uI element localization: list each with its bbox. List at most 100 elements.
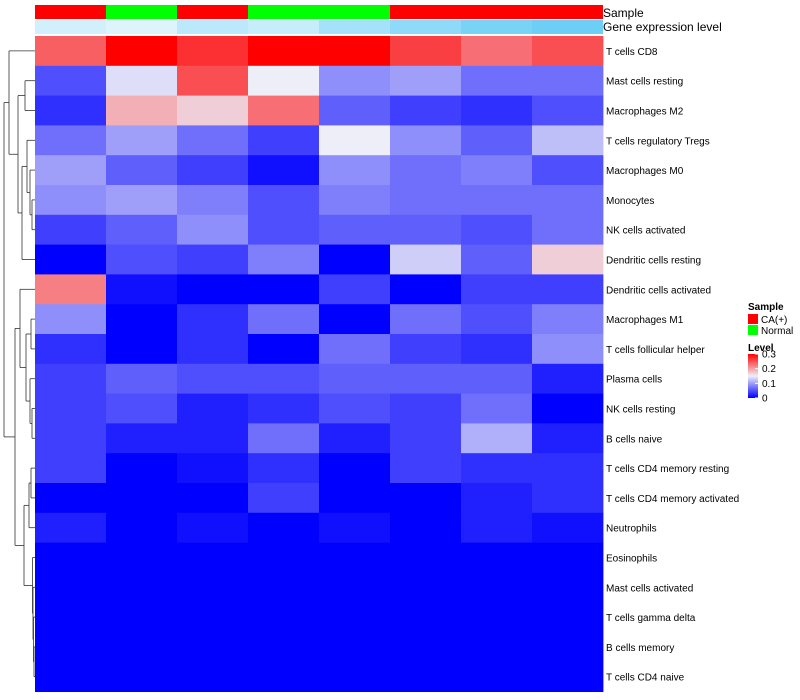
- heatmap-cell: [35, 483, 107, 514]
- heatmap-cell: [35, 185, 107, 216]
- heatmap-cell: [177, 65, 249, 96]
- heatmap-cell: [390, 602, 462, 633]
- legend-swatch: [748, 325, 758, 335]
- heatmap-cell: [35, 661, 107, 692]
- heatmap-cell: [390, 423, 462, 454]
- row-label: T cells CD4 naive: [606, 673, 685, 684]
- heatmap-cell: [319, 214, 391, 245]
- heatmap-cell: [248, 512, 320, 543]
- heatmap-cell: [177, 483, 249, 514]
- row-labels: T cells CD8 Mast cells resting Macrophages…: [606, 47, 739, 684]
- heatmap-cell: [319, 423, 391, 454]
- heatmap-cell: [106, 661, 178, 692]
- heatmap-cell: [248, 95, 320, 126]
- heatmap-cell: [319, 572, 391, 603]
- heatmap-cell: [177, 661, 249, 692]
- heatmap-cell: [248, 244, 320, 275]
- expression-annotation-cell: [532, 20, 603, 34]
- expression-annotation-cell: [319, 20, 390, 34]
- heatmap-cell: [461, 334, 533, 365]
- heatmap-cell: [390, 244, 462, 275]
- heatmap-cell: [106, 632, 178, 663]
- heatmap-cell: [532, 423, 604, 454]
- heatmap-cell: [248, 155, 320, 186]
- heatmap-cell: [106, 393, 178, 424]
- heatmap-cell: [248, 185, 320, 216]
- heatmap-cell: [177, 572, 249, 603]
- row-label: T cells gamma delta: [606, 613, 696, 624]
- heatmap-cell: [248, 214, 320, 245]
- heatmap-cell: [319, 602, 391, 633]
- row-label: B cells memory: [606, 643, 674, 654]
- row-label: Macrophages M0: [606, 166, 684, 177]
- heatmap-cell: [532, 363, 604, 394]
- heatmap-cell: [461, 542, 533, 573]
- heatmap-cell: [248, 393, 320, 424]
- heatmap-cell: [461, 274, 533, 305]
- heatmap-cell: [177, 363, 249, 394]
- heatmap-cell: [461, 572, 533, 603]
- heatmap-cell: [461, 632, 533, 663]
- heatmap-cell: [106, 214, 178, 245]
- heatmap-cell: [461, 185, 533, 216]
- heatmap-cell: [248, 483, 320, 514]
- heatmap-cell: [390, 483, 462, 514]
- row-label: Mast cells resting: [606, 77, 683, 88]
- level-color-bar: [748, 354, 758, 398]
- heatmap-cell: [532, 65, 604, 96]
- heatmap-cell: [248, 542, 320, 573]
- row-label: B cells naive: [606, 434, 663, 445]
- heatmap-cell: [106, 304, 178, 335]
- heatmap-cell: [319, 393, 391, 424]
- row-label: Eosinophils: [606, 554, 657, 565]
- heatmap-cell: [532, 334, 604, 365]
- heatmap-cells: [35, 36, 604, 692]
- expression-annotation-label: Gene expression level: [603, 20, 722, 34]
- heatmap-cell: [248, 602, 320, 633]
- heatmap-cell: [461, 423, 533, 454]
- heatmap-cell: [177, 125, 249, 156]
- heatmap-cell: [35, 274, 107, 305]
- heatmap-cell: [35, 244, 107, 275]
- row-label: Dendritic cells activated: [606, 285, 711, 296]
- heatmap-cell: [177, 453, 249, 484]
- heatmap-cell: [532, 304, 604, 335]
- heatmap-cell: [461, 453, 533, 484]
- heatmap-cell: [390, 214, 462, 245]
- heatmap-cell: [106, 95, 178, 126]
- heatmap-cell: [248, 572, 320, 603]
- heatmap-cell: [532, 632, 604, 663]
- row-label: Mast cells activated: [606, 583, 693, 594]
- heatmap-cell: [106, 65, 178, 96]
- heatmap-cell: [532, 542, 604, 573]
- heatmap-cell: [461, 244, 533, 275]
- heatmap-cell: [461, 393, 533, 424]
- heatmap-cell: [177, 542, 249, 573]
- heatmap-cell: [461, 95, 533, 126]
- level-legend-title: Level: [748, 343, 774, 354]
- heatmap-cell: [177, 423, 249, 454]
- level-tick-label: 0.1: [762, 379, 776, 390]
- heatmap-cell: [532, 453, 604, 484]
- heatmap-cell: [35, 65, 107, 96]
- row-label: Macrophages M1: [606, 315, 684, 326]
- heatmap-cell: [532, 155, 604, 186]
- heatmap-cell: [319, 632, 391, 663]
- heatmap-cell: [390, 185, 462, 216]
- heatmap-cell: [532, 244, 604, 275]
- heatmap-cell: [248, 632, 320, 663]
- legend-entry: CA(+): [761, 315, 787, 326]
- heatmap-cell: [35, 36, 107, 67]
- heatmap-cell: [106, 244, 178, 275]
- heatmap-cell: [319, 155, 391, 186]
- heatmap-cell: [390, 274, 462, 305]
- sample-annotation-cell: [177, 5, 248, 19]
- expression-annotation-cell: [35, 20, 106, 34]
- row-label: Macrophages M2: [606, 107, 684, 118]
- heatmap-cell: [35, 423, 107, 454]
- heatmap-cell: [177, 155, 249, 186]
- expression-annotation-cell: [390, 20, 461, 34]
- heatmap-cell: [106, 125, 178, 156]
- row-label: Monocytes: [606, 196, 654, 207]
- heatmap-cell: [390, 65, 462, 96]
